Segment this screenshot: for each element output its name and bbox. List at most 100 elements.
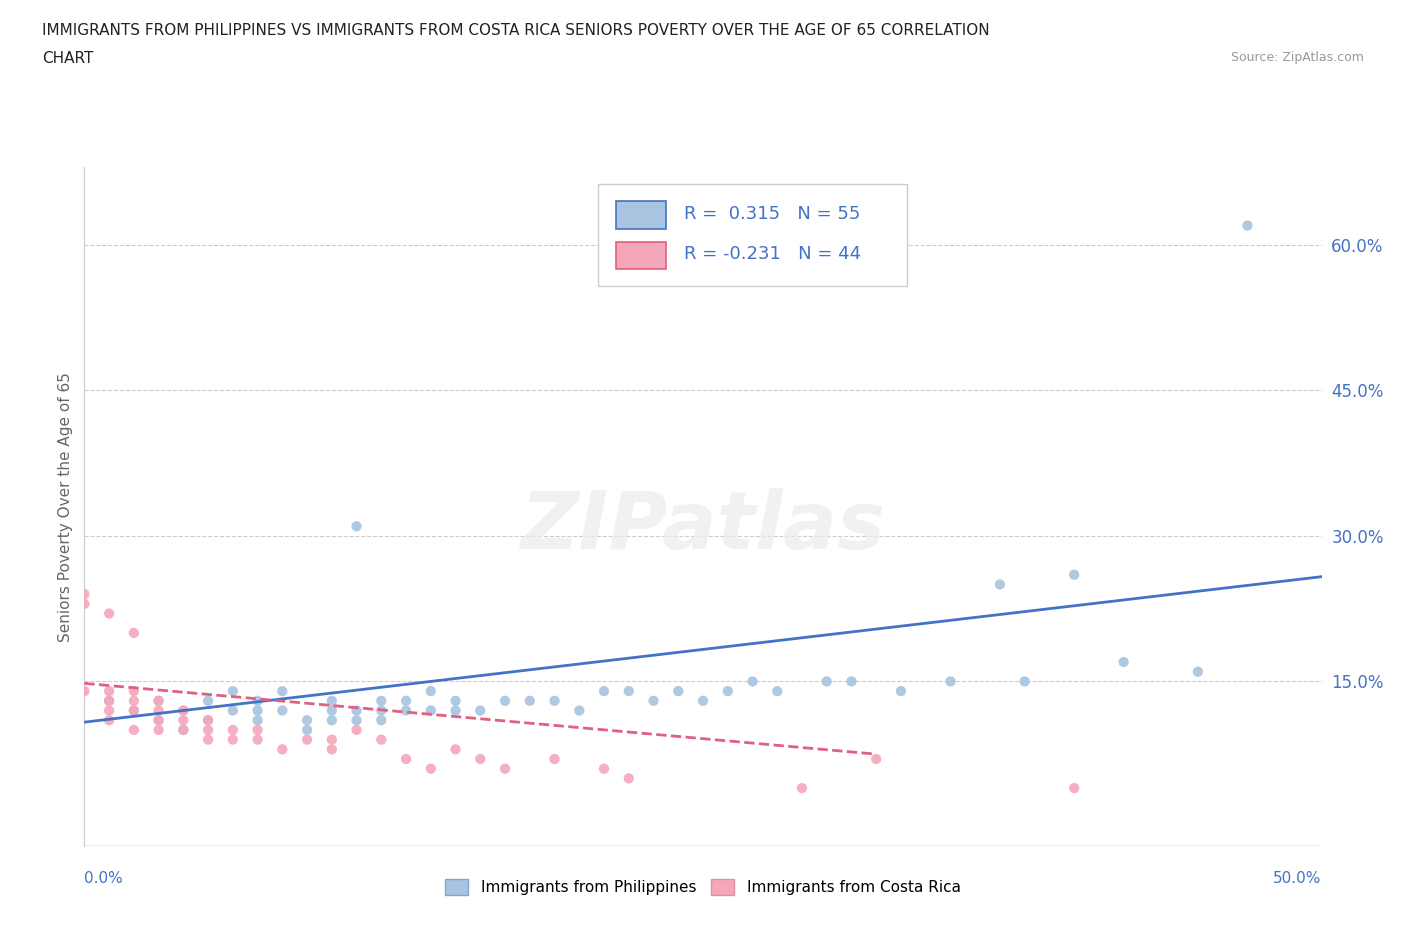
Point bbox=[643, 694, 665, 709]
Point bbox=[741, 674, 763, 689]
Point bbox=[98, 606, 121, 621]
Point bbox=[148, 712, 170, 727]
Point bbox=[419, 684, 441, 698]
Point bbox=[717, 684, 740, 698]
Point bbox=[1063, 780, 1085, 795]
Point bbox=[321, 712, 343, 727]
Point bbox=[98, 694, 121, 709]
Point bbox=[197, 694, 219, 709]
Point bbox=[197, 712, 219, 727]
Point bbox=[865, 751, 887, 766]
Point bbox=[692, 694, 714, 709]
Point bbox=[346, 703, 368, 718]
Point bbox=[295, 732, 318, 747]
Point bbox=[321, 732, 343, 747]
Point bbox=[122, 694, 145, 709]
Text: CHART: CHART bbox=[42, 51, 94, 66]
Point bbox=[543, 751, 565, 766]
Point bbox=[346, 712, 368, 727]
Point bbox=[295, 712, 318, 727]
Point bbox=[73, 596, 96, 611]
Point bbox=[370, 694, 392, 709]
Point bbox=[122, 626, 145, 641]
Point bbox=[494, 694, 516, 709]
Point bbox=[246, 723, 269, 737]
Point bbox=[494, 762, 516, 777]
Point bbox=[617, 684, 640, 698]
Point bbox=[1236, 219, 1258, 233]
Point bbox=[593, 762, 616, 777]
Point bbox=[321, 694, 343, 709]
Y-axis label: Seniors Poverty Over the Age of 65: Seniors Poverty Over the Age of 65 bbox=[58, 372, 73, 642]
Point bbox=[122, 684, 145, 698]
Point bbox=[395, 703, 418, 718]
Point bbox=[1014, 674, 1036, 689]
Point bbox=[419, 762, 441, 777]
Point bbox=[766, 684, 789, 698]
Point bbox=[98, 712, 121, 727]
Point bbox=[395, 694, 418, 709]
Point bbox=[246, 712, 269, 727]
Text: R = -0.231   N = 44: R = -0.231 N = 44 bbox=[685, 246, 862, 263]
Point bbox=[395, 751, 418, 766]
Point bbox=[419, 703, 441, 718]
Point bbox=[98, 684, 121, 698]
Point bbox=[172, 703, 194, 718]
Point bbox=[370, 732, 392, 747]
Text: R =  0.315   N = 55: R = 0.315 N = 55 bbox=[685, 205, 860, 222]
Point bbox=[370, 712, 392, 727]
Point bbox=[593, 684, 616, 698]
Point bbox=[246, 732, 269, 747]
Point bbox=[98, 694, 121, 709]
Point bbox=[222, 723, 245, 737]
Text: 0.0%: 0.0% bbox=[84, 870, 124, 885]
FancyBboxPatch shape bbox=[598, 184, 907, 286]
Point bbox=[148, 694, 170, 709]
Point bbox=[939, 674, 962, 689]
Point bbox=[148, 723, 170, 737]
Point bbox=[271, 742, 294, 757]
Bar bbox=[616, 202, 666, 229]
Point bbox=[444, 742, 467, 757]
Text: IMMIGRANTS FROM PHILIPPINES VS IMMIGRANTS FROM COSTA RICA SENIORS POVERTY OVER T: IMMIGRANTS FROM PHILIPPINES VS IMMIGRANT… bbox=[42, 23, 990, 38]
Point bbox=[321, 703, 343, 718]
Point bbox=[172, 723, 194, 737]
Point bbox=[148, 703, 170, 718]
Point bbox=[815, 674, 838, 689]
Point bbox=[98, 703, 121, 718]
Point bbox=[222, 732, 245, 747]
Point bbox=[222, 684, 245, 698]
Point bbox=[148, 694, 170, 709]
Point bbox=[1187, 664, 1209, 679]
Legend: Immigrants from Philippines, Immigrants from Costa Rica: Immigrants from Philippines, Immigrants … bbox=[441, 874, 965, 899]
Point bbox=[666, 684, 689, 698]
Point bbox=[172, 723, 194, 737]
Point bbox=[122, 703, 145, 718]
Point bbox=[841, 674, 863, 689]
Point bbox=[568, 703, 591, 718]
Point bbox=[519, 694, 541, 709]
Text: ZIPatlas: ZIPatlas bbox=[520, 488, 886, 566]
Point bbox=[444, 703, 467, 718]
Point bbox=[617, 771, 640, 786]
Point bbox=[790, 780, 813, 795]
Point bbox=[271, 684, 294, 698]
Point bbox=[346, 723, 368, 737]
Point bbox=[122, 723, 145, 737]
Point bbox=[346, 519, 368, 534]
Point bbox=[172, 712, 194, 727]
Point bbox=[444, 694, 467, 709]
Point bbox=[470, 751, 492, 766]
Point bbox=[321, 742, 343, 757]
Point bbox=[73, 684, 96, 698]
Text: 50.0%: 50.0% bbox=[1274, 870, 1322, 885]
Point bbox=[271, 703, 294, 718]
Point bbox=[543, 694, 565, 709]
Point bbox=[370, 703, 392, 718]
Point bbox=[1112, 655, 1135, 670]
Point bbox=[470, 703, 492, 718]
Point bbox=[73, 587, 96, 602]
Point bbox=[222, 703, 245, 718]
Point bbox=[172, 703, 194, 718]
Point bbox=[197, 732, 219, 747]
